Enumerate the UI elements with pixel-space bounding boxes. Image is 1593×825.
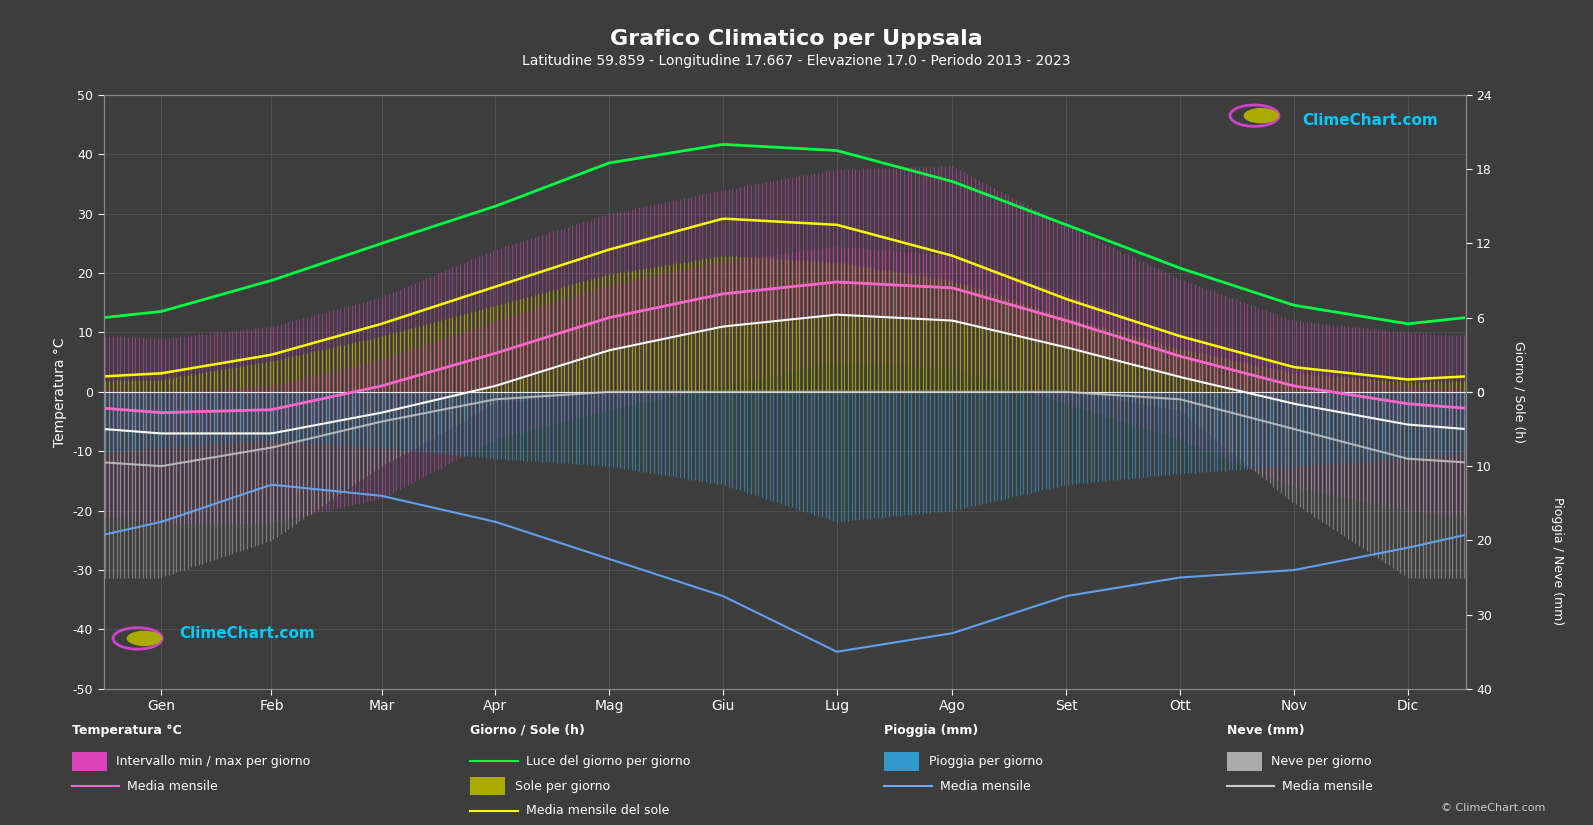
Text: Neve per giorno: Neve per giorno — [1271, 755, 1372, 768]
Text: Media mensile: Media mensile — [127, 780, 218, 793]
Y-axis label: Giorno / Sole (h): Giorno / Sole (h) — [1513, 341, 1526, 443]
Text: Pioggia / Neve (mm): Pioggia / Neve (mm) — [1552, 497, 1564, 625]
Text: Luce del giorno per giorno: Luce del giorno per giorno — [526, 755, 690, 768]
Text: Media mensile del sole: Media mensile del sole — [526, 804, 669, 818]
Text: ClimeChart.com: ClimeChart.com — [178, 626, 315, 641]
Text: Grafico Climatico per Uppsala: Grafico Climatico per Uppsala — [610, 29, 983, 49]
Text: Intervallo min / max per giorno: Intervallo min / max per giorno — [116, 755, 311, 768]
Text: © ClimeChart.com: © ClimeChart.com — [1440, 803, 1545, 813]
Text: Media mensile: Media mensile — [940, 780, 1031, 793]
Text: ClimeChart.com: ClimeChart.com — [1303, 113, 1438, 128]
Text: Temperatura °C: Temperatura °C — [72, 724, 182, 737]
Circle shape — [1244, 108, 1279, 124]
Y-axis label: Temperatura °C: Temperatura °C — [53, 337, 67, 446]
Text: Latitudine 59.859 - Longitudine 17.667 - Elevazione 17.0 - Periodo 2013 - 2023: Latitudine 59.859 - Longitudine 17.667 -… — [523, 54, 1070, 68]
Text: Pioggia (mm): Pioggia (mm) — [884, 724, 978, 737]
Text: Neve (mm): Neve (mm) — [1227, 724, 1305, 737]
Text: Pioggia per giorno: Pioggia per giorno — [929, 755, 1042, 768]
Circle shape — [127, 630, 162, 646]
Text: Sole per giorno: Sole per giorno — [515, 780, 610, 793]
Text: Giorno / Sole (h): Giorno / Sole (h) — [470, 724, 585, 737]
Text: Media mensile: Media mensile — [1282, 780, 1373, 793]
